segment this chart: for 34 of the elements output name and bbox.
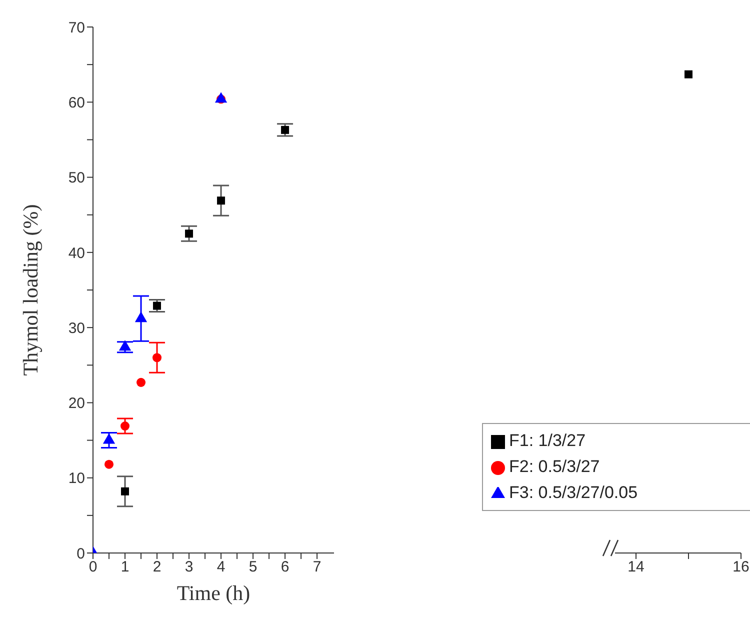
x-tick-label: 7 [312,558,322,576]
x-tick-label: 4 [216,558,226,576]
legend-label: F1: 1/3/27 [509,431,586,450]
x-tick-label: 2 [152,558,162,576]
y-axis-title: Thymol loading (%) [18,204,42,376]
y-tick-label: 70 [68,19,85,36]
y-tick-label: 10 [68,470,85,488]
y-tick-label: 30 [68,320,85,337]
legend-label: F2: 0.5/3/27 [509,457,600,476]
x-tick-label: 5 [248,558,258,576]
y-tick-label: 40 [68,244,85,262]
x-tick-label: 1 [120,558,130,576]
point [102,433,116,444]
y-tick-label: 20 [68,395,85,412]
point [134,312,148,322]
point [152,353,162,362]
point [217,196,226,205]
y-tick-label: 0 [76,545,85,562]
y-tick-label: 50 [68,170,85,187]
legend-label: F3: 0.5/3/27/0.05 [509,483,638,502]
x-tick-label: 0 [88,558,98,576]
point [153,302,162,310]
x-tick-label: 3 [184,558,194,576]
point [136,378,146,387]
point [104,460,114,469]
point [185,230,194,238]
point [120,422,130,431]
x-tick-label: 16 [732,558,750,576]
y-tick-label: 60 [68,94,85,112]
point [281,126,290,134]
x-tick-label: 6 [280,558,290,576]
x-tick-label: 14 [628,558,644,576]
point [121,487,130,496]
x-axis-title: Time (h) [176,580,250,605]
